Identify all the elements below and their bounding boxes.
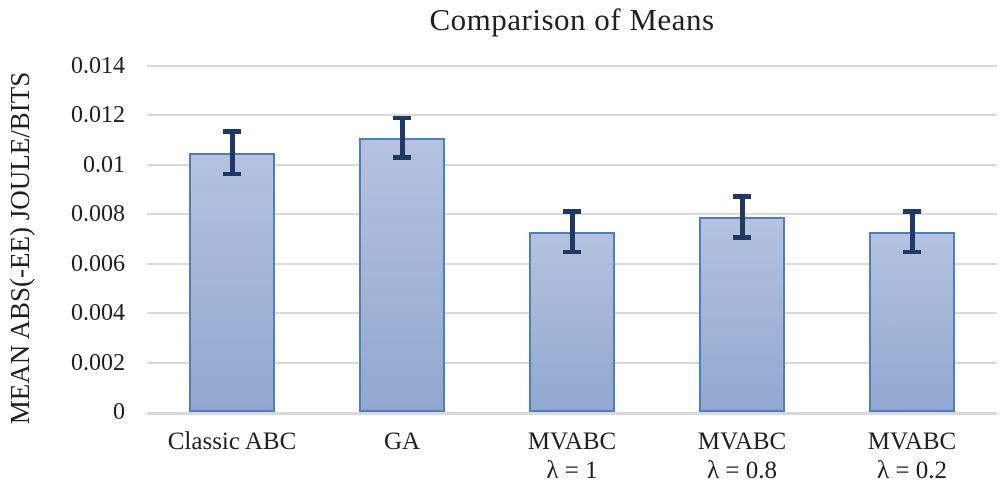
x-category-label-line: GA [383,428,421,455]
y-tick-label: 0.002 [71,349,125,376]
error-bar-line [569,211,575,252]
error-bar-line [229,131,235,174]
x-category-label-line: λ = 0.8 [707,457,777,484]
chart-title: Comparison of Means [429,2,715,37]
gridline [147,114,997,117]
bar [699,216,785,412]
y-tick-label: 0.014 [71,53,125,79]
error-bar-cap [733,235,751,240]
error-bar-cap [563,209,581,214]
gridline [147,65,997,67]
bar [359,137,445,412]
x-category-label: MVABC λ = 1 [487,427,657,485]
error-bar-line [739,196,745,238]
x-axis-line [147,412,997,415]
error-bar-cap [393,115,411,121]
x-category-label: GA [317,427,487,456]
y-tick-label: 0.004 [71,300,125,327]
error-bar-cap [223,129,241,134]
y-tick-label: 0.008 [71,201,125,228]
x-category-label-line: λ = 1 [546,457,598,484]
error-bar-cap [563,249,581,255]
x-category-label-line: MVABC [697,428,787,455]
bar [869,231,955,412]
gridline [147,163,997,166]
x-category-label-line: Classic ABC [167,428,297,455]
error-bar-cap [903,249,921,255]
x-category-label-line: MVABC [867,428,957,455]
error-bar-cap [223,171,241,176]
y-tick-label: 0 [113,399,125,425]
x-category-label: MVABC λ = 0.2 [827,427,997,485]
x-category-label: MVABC λ = 0.8 [657,427,827,485]
y-tick-label: 0.006 [71,250,125,277]
error-bar-cap [393,155,411,160]
x-category-label: Classic ABC [147,427,317,456]
error-bar-cap [903,209,921,214]
error-bar-line [399,117,405,158]
bar [189,152,275,412]
y-tick-label: 0.01 [83,151,125,178]
bar [529,231,615,412]
y-tick-label: 0.012 [71,102,125,129]
error-bar-cap [733,194,751,199]
x-category-label-line: MVABC [527,428,617,455]
x-category-label-line: λ = 0.2 [877,457,947,484]
error-bar-line [909,211,915,252]
